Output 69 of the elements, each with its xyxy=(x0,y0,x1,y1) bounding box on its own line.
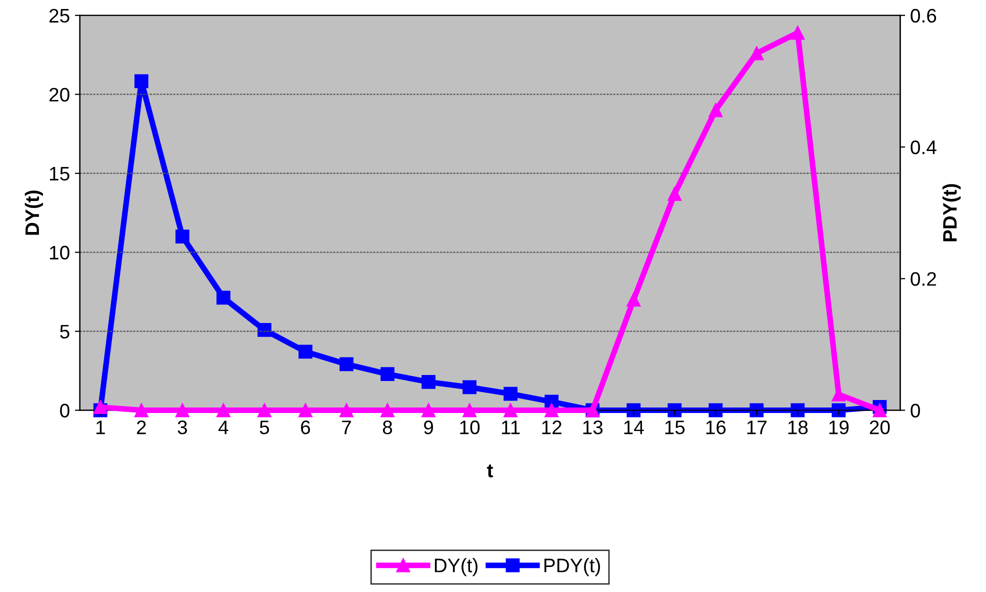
x-tick-label: 19 xyxy=(829,420,849,434)
x-axis-title: t xyxy=(487,464,494,478)
x-tick-label: 13 xyxy=(583,420,603,434)
point xyxy=(708,403,723,418)
x-tick-label: 2 xyxy=(136,420,146,434)
point xyxy=(134,403,148,418)
legend-label: DY(t) xyxy=(434,558,478,576)
point xyxy=(380,403,394,418)
x-tick-label: 5 xyxy=(260,420,270,434)
y2-tick-label: 0.6 xyxy=(910,8,936,23)
y-axis-title: DY(t) xyxy=(24,190,43,235)
point xyxy=(380,367,394,382)
point xyxy=(93,400,108,414)
point xyxy=(422,403,436,418)
x-tick-label: 8 xyxy=(382,420,392,434)
point xyxy=(462,403,476,418)
point xyxy=(422,375,436,389)
point xyxy=(832,403,846,418)
x-tick-label: 4 xyxy=(218,420,228,434)
point xyxy=(544,403,559,418)
y-tick-label: 25 xyxy=(49,8,70,23)
x-tick-label: 1 xyxy=(96,420,105,434)
y-tick-label: 10 xyxy=(50,246,70,260)
point xyxy=(668,403,682,418)
x-tick-label: 14 xyxy=(624,420,644,434)
x-tick-label: 6 xyxy=(301,420,310,434)
point xyxy=(298,403,312,418)
y-tick-label: 0 xyxy=(60,404,70,418)
x-tick-label: 17 xyxy=(747,420,766,434)
y-tick-label: 20 xyxy=(49,88,70,102)
point xyxy=(750,46,764,60)
point xyxy=(626,403,641,418)
point xyxy=(216,290,230,305)
point xyxy=(626,292,641,307)
x-tick-label: 3 xyxy=(178,420,187,434)
point xyxy=(258,323,272,337)
point xyxy=(504,386,518,401)
x-tick-label: 10 xyxy=(460,420,480,434)
point xyxy=(790,403,805,418)
x-tick-label: 9 xyxy=(424,420,433,434)
y2-tick-label: 0.2 xyxy=(910,272,936,286)
point xyxy=(668,186,682,201)
x-tick-label: 12 xyxy=(542,420,562,434)
point xyxy=(790,26,805,40)
y2-tick-label: 0 xyxy=(910,404,920,418)
point xyxy=(258,403,272,418)
point xyxy=(216,403,230,418)
y2-tick-label: 0.4 xyxy=(910,140,936,154)
x-tick-label: 16 xyxy=(706,420,726,434)
point xyxy=(872,403,887,418)
point xyxy=(134,74,148,88)
point xyxy=(504,403,518,418)
point xyxy=(340,357,354,372)
y-tick-label: 15 xyxy=(50,167,70,181)
y2-axis-title: PDY(t) xyxy=(942,184,961,242)
point xyxy=(175,403,190,418)
point xyxy=(340,403,354,418)
point xyxy=(750,403,764,418)
point xyxy=(175,230,190,244)
x-tick-label: 20 xyxy=(870,420,890,434)
point xyxy=(708,103,723,118)
y-tick-label: 5 xyxy=(60,324,70,339)
point xyxy=(462,380,476,394)
point xyxy=(298,344,312,359)
x-tick-label: 7 xyxy=(342,420,351,434)
x-tick-label: 18 xyxy=(788,420,808,434)
x-tick-label: 15 xyxy=(665,420,685,434)
x-tick-label: 11 xyxy=(502,420,520,434)
legend-label: PDY(t) xyxy=(544,558,600,576)
